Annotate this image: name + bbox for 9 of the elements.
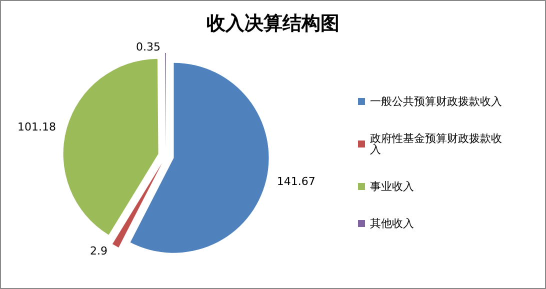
legend-label: 其他收入 xyxy=(370,217,414,230)
legend-label: 事业收入 xyxy=(370,180,414,193)
data-label: 101.18 xyxy=(17,120,56,134)
data-label: 141.67 xyxy=(276,175,316,188)
legend-label: 一般公共预算财政拨款收入 xyxy=(370,95,502,108)
data-label: 0.35 xyxy=(136,40,161,54)
data-label: 2.9 xyxy=(90,244,108,258)
chart-title: 收入决算结构图 xyxy=(206,12,340,34)
legend-label: 政府性基金预算财政拨款收入 xyxy=(370,132,502,156)
